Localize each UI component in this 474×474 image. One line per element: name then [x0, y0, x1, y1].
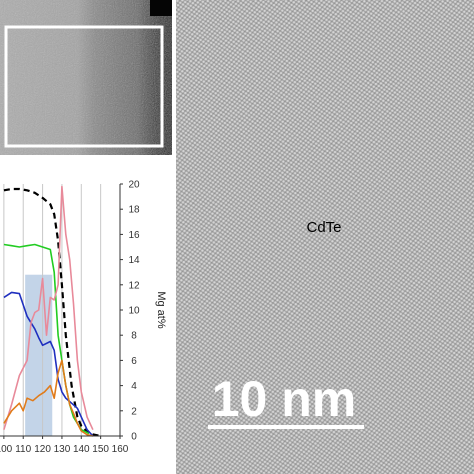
y-tick-label: 18 — [128, 205, 140, 216]
y-tick-label: 14 — [128, 255, 140, 266]
highlight-band — [25, 274, 53, 436]
y-tick-label: 6 — [131, 356, 137, 367]
x-tick-label: 150 — [92, 444, 109, 455]
stem-dark-corner — [150, 0, 172, 16]
stem-image-texture — [0, 0, 172, 155]
y-tick-label: 0 — [131, 432, 137, 443]
series-line-blue — [3, 291, 94, 437]
y-tick-label: 20 — [128, 180, 140, 191]
x-tick-label: 130 — [54, 444, 71, 455]
material-label: CdTe — [306, 219, 341, 236]
x-tick-label: 160 — [112, 444, 129, 455]
stem-image-panel — [0, 0, 172, 155]
hrtem-image-panel: CdTe 10 nm — [176, 0, 474, 474]
stem-image — [0, 0, 172, 155]
x-tick-label: 140 — [73, 444, 90, 455]
series-line-pink — [3, 185, 94, 431]
y-axis-label-right: Mg at% — [155, 291, 167, 329]
series-line-black — [3, 187, 101, 438]
x-tick-label: 110 — [15, 444, 31, 455]
y-tick-label: 16 — [128, 230, 140, 241]
y-tick-label: 2 — [131, 406, 137, 417]
x-tick-label: 100 — [0, 444, 13, 455]
y-tick-label: 10 — [128, 306, 140, 317]
scale-bar-label: 10 nm — [212, 371, 357, 427]
composition-profile-chart: 1001101201301401501600 2 4 6 8 10 12 14 16 18 20 M… — [0, 160, 172, 474]
y-tick-label: 4 — [131, 381, 137, 392]
chart-svg: 1001101201301401501600 2 4 6 8 10 12 14 16 18 20 M… — [0, 180, 167, 455]
y-tick-label: 8 — [131, 331, 137, 342]
y-tick-label: 12 — [128, 280, 140, 291]
series-line-orange — [3, 359, 94, 437]
hrtem-image: CdTe 10 nm — [176, 0, 474, 474]
scale-bar — [208, 425, 364, 429]
roi-box — [4, 25, 164, 148]
lattice-texture — [176, 0, 474, 474]
x-tick-label: 120 — [34, 444, 51, 455]
